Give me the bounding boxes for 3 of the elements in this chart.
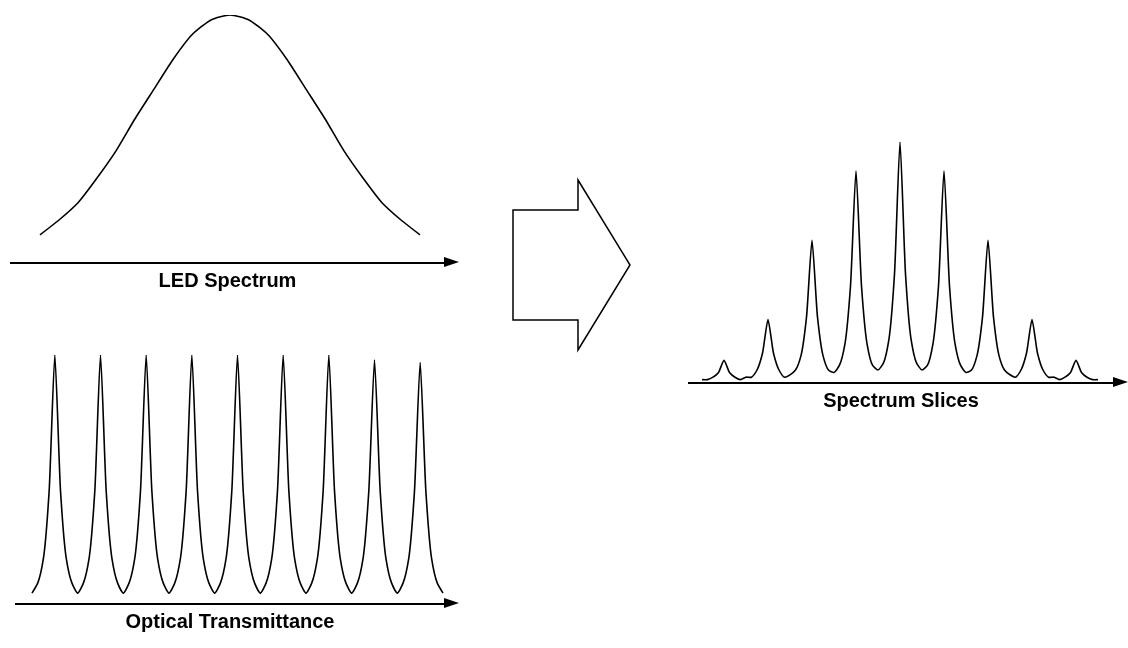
x-axis-title: LED Spectrum	[158, 268, 297, 291]
x-axis-title: Spectrum Slices	[823, 388, 979, 411]
x-axis-title: Optical Transmittance	[125, 609, 335, 632]
